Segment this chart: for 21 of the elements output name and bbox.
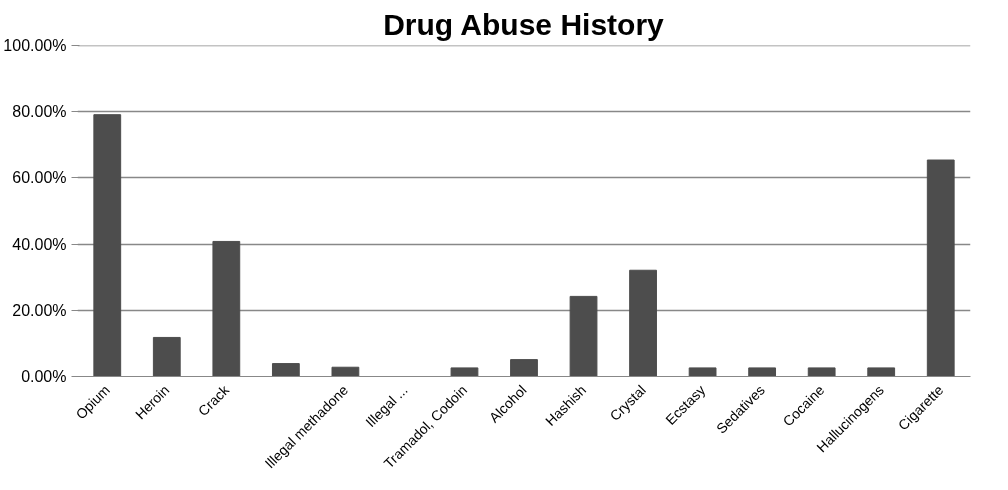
bar [688, 367, 717, 377]
bar [926, 159, 955, 377]
y-tick-label: 100.00% [3, 37, 67, 54]
bar [331, 366, 360, 377]
chart-title: Drug Abuse History [383, 7, 665, 41]
bar [807, 367, 836, 377]
bar [93, 114, 122, 377]
bar [867, 367, 896, 377]
bar [152, 336, 181, 377]
bar [748, 367, 777, 377]
bar [569, 295, 598, 377]
y-tick-label: 60.00% [12, 169, 67, 187]
y-tick-label: 0.00% [21, 368, 67, 385]
bar [271, 363, 300, 377]
y-tick-label: 20.00% [12, 301, 67, 319]
bar [450, 367, 479, 377]
y-tick-label: 40.00% [12, 235, 67, 253]
y-tick-label: 80.00% [12, 103, 67, 121]
bar [629, 269, 657, 377]
bar [510, 359, 538, 377]
bar [212, 240, 241, 377]
